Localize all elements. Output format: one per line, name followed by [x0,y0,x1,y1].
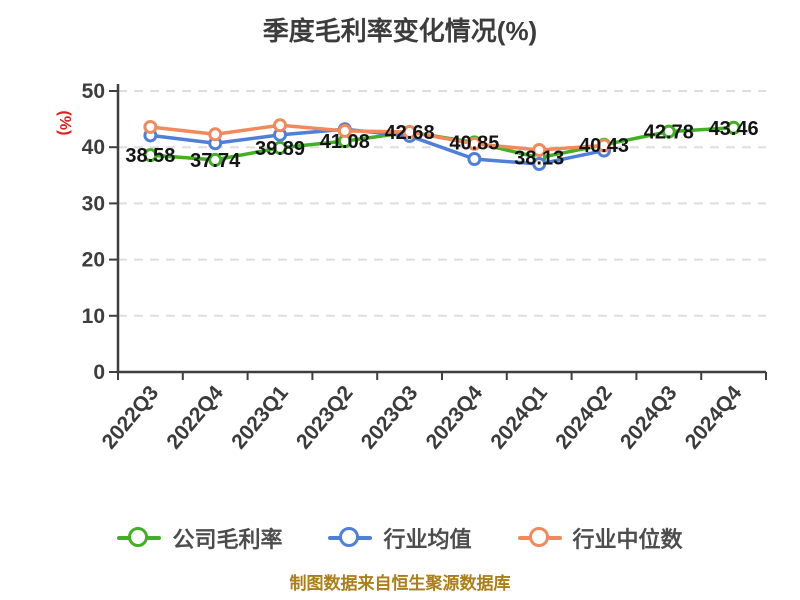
legend-marker-icon-industry-average [328,526,373,550]
legend-marker-dot [339,527,360,547]
y-tick-label: 30 [82,192,105,215]
marker-company-gross-margin [143,148,158,163]
marker-company-gross-margin [661,124,676,139]
x-tick-label: 2024Q3 [616,381,682,453]
x-tick-label: 2024Q4 [681,381,747,453]
legend-marker-icon-company-gross-margin [117,526,162,550]
x-tick-label: 2022Q3 [98,381,164,453]
value-label: 41.08 [320,131,370,153]
legend-marker-dot [528,527,549,547]
chart-legend: 公司毛利率 行业均值 行业中位数 [0,522,800,554]
legend-item-industry-average[interactable]: 行业均值 [328,522,472,554]
value-label: 42.78 [644,122,694,144]
x-tick-label: 2023Q4 [422,381,488,453]
value-label: 38.13 [514,148,564,170]
value-label: 40.43 [579,135,629,157]
y-tick-label: 50 [82,80,105,103]
marker-industry-median [532,143,547,158]
marker-industry-average [532,157,547,172]
value-label: 40.85 [449,132,499,154]
x-tick-label: 2024Q2 [551,381,617,453]
x-tick-label: 2023Q1 [227,381,293,453]
marker-industry-median [273,118,287,133]
marker-industry-median [597,138,611,153]
marker-industry-average [467,152,482,167]
series-line-industry-median [148,123,606,152]
marker-company-gross-margin [726,120,741,135]
legend-item-industry-median[interactable]: 行业中位数 [517,522,683,554]
y-tick-label: 20 [82,249,105,272]
marker-industry-median [208,127,223,142]
value-label: 37.74 [190,150,241,172]
legend-marker-icon-industry-median [517,526,562,550]
y-tick-label: 40 [82,136,105,159]
value-label: 38.58 [125,145,175,167]
value-label: 43.46 [709,118,759,140]
marker-industry-median [402,125,417,140]
marker-company-gross-margin [273,140,287,155]
x-tick-label: 2024Q1 [486,381,552,453]
legend-item-company-gross-margin[interactable]: 公司毛利率 [117,522,282,554]
y-tick-label: 0 [93,361,105,384]
chart-title: 季度毛利率变化情况(%) [262,16,538,46]
legend-label: 行业均值 [383,527,472,552]
legend-label: 行业中位数 [572,527,683,552]
value-label: 39.89 [255,138,305,160]
marker-company-gross-margin [208,152,223,167]
legend-label: 公司毛利率 [172,527,283,552]
data-source-caption: 制图数据来自恒生聚源数据库 [289,574,511,593]
marker-industry-median [143,119,158,134]
legend-marker-dot [128,527,149,547]
x-tick-label: 2023Q3 [357,381,423,453]
marker-industry-median [467,136,482,151]
value-label: 42.68 [385,122,435,144]
marker-industry-median [337,123,352,138]
y-tick-label: 10 [82,305,105,328]
x-tick-label: 2023Q2 [292,381,358,453]
x-tick-label: 2022Q4 [162,381,228,453]
